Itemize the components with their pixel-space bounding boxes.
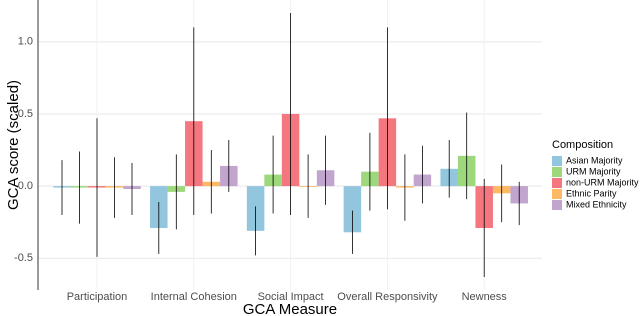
x-tick-label: Newness xyxy=(462,291,508,303)
y-tick-label: -0.5 xyxy=(14,252,33,264)
legend-label: URM Majority xyxy=(566,166,621,176)
legend-label: Asian Majority xyxy=(566,155,623,165)
legend-swatch xyxy=(552,156,562,166)
legend-title: Composition xyxy=(552,139,613,151)
legend-label: Ethnic Parity xyxy=(566,188,617,198)
legend-label: non-URM Majority xyxy=(566,177,639,187)
bar xyxy=(343,186,362,233)
legend-swatch xyxy=(552,167,562,177)
x-tick-label: Overall Responsivity xyxy=(337,291,438,303)
legend-swatch xyxy=(552,200,562,210)
y-tick-label: 0.0 xyxy=(18,180,33,192)
x-tick-label: Internal Cohesion xyxy=(151,291,237,303)
y-tick-label: 1.0 xyxy=(18,36,33,48)
y-tick-label: 0.5 xyxy=(18,108,33,120)
x-tick-label: Social Impact xyxy=(258,291,324,303)
legend-label: Mixed Ethnicity xyxy=(566,199,627,209)
y-axis-title: GCA score (scaled) xyxy=(5,80,22,210)
x-axis-title: GCA Measure xyxy=(243,301,337,316)
legend-swatch xyxy=(552,189,562,199)
legend-swatch xyxy=(552,178,562,188)
x-tick-label: Participation xyxy=(67,291,128,303)
